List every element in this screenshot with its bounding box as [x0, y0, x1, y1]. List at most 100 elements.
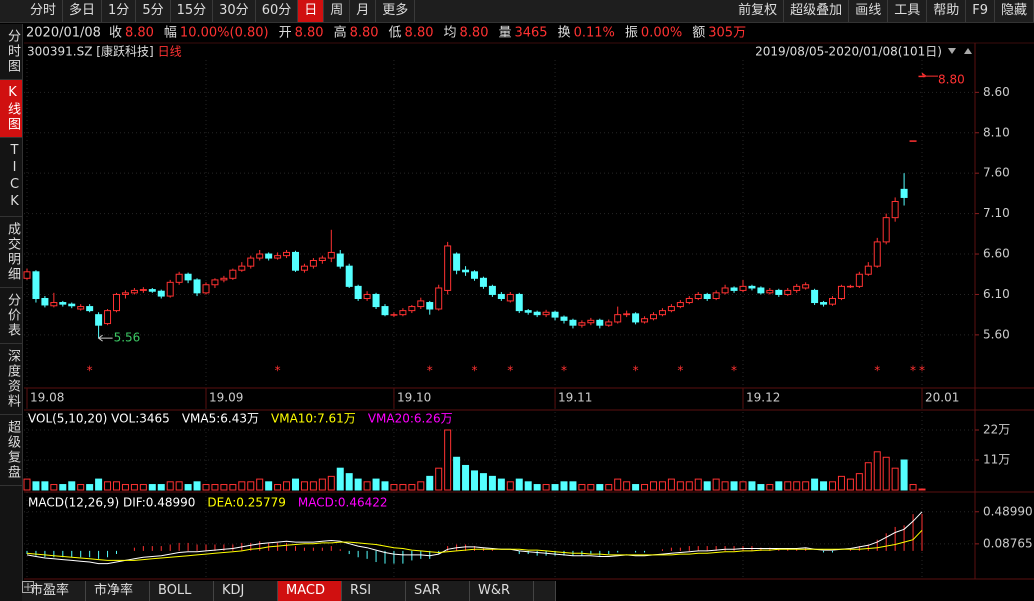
side-tab[interactable]: 超级复盘 [0, 415, 22, 486]
volume-bar [855, 473, 863, 491]
volume-bar [166, 481, 174, 491]
candle-body [444, 245, 452, 291]
indicator-header: VOL(5,10,20) VOL:3465 [28, 412, 170, 426]
side-tab[interactable]: 分时图 [0, 24, 22, 80]
candle-body [515, 293, 523, 312]
candle-body [811, 289, 819, 304]
toolbar-button[interactable]: 超级叠加 [784, 0, 850, 22]
indicator-tab[interactable]: KDJ [214, 581, 278, 601]
toolbar-button[interactable]: 画线 [849, 0, 889, 22]
toolbar-button[interactable]: 5分 [136, 0, 171, 22]
candle-body [372, 293, 380, 308]
candle-body [623, 313, 631, 316]
volume-bar [900, 459, 908, 491]
candle-body [220, 277, 228, 281]
info-value: 0.00% [641, 26, 682, 41]
candle-body [256, 253, 264, 259]
x-tick-label: 19.10 [397, 391, 431, 405]
volume-bar [605, 484, 613, 491]
candle-body [855, 273, 863, 287]
toolbar-button[interactable]: 工具 [888, 0, 928, 22]
candle-body [336, 253, 344, 267]
y-tick-label: 6.10 [983, 287, 1010, 301]
toolbar-button[interactable]: 更多 [376, 0, 416, 22]
volume-bar [157, 484, 165, 491]
toolbar-button[interactable]: 帮助 [927, 0, 967, 22]
candle-body [184, 273, 192, 281]
side-tab[interactable]: 分价表 [0, 288, 22, 344]
info-label: 收 [109, 26, 122, 41]
indicator-line [26, 529, 923, 561]
volume-bar [829, 481, 836, 491]
event-marker: * [910, 364, 916, 378]
indicator-tab[interactable]: BOLL [150, 581, 214, 601]
volume-bar [309, 481, 317, 491]
volume-bar [229, 484, 237, 491]
volume-bar [77, 484, 85, 491]
indicator-tab[interactable]: RSI [342, 581, 406, 601]
candle-body [193, 279, 201, 294]
toolbar-button[interactable]: 隐藏 [995, 0, 1034, 22]
toolbar-button[interactable]: 多日 [63, 0, 103, 22]
candle-body [918, 75, 926, 78]
volume-bar [587, 484, 595, 491]
side-tab[interactable]: 深度资料 [0, 344, 22, 415]
event-marker: * [731, 364, 737, 378]
indicator-tab[interactable]: 市盈率 [22, 581, 86, 601]
indicator-tab[interactable]: SAR [406, 581, 470, 601]
volume-bar [300, 481, 308, 491]
volume-bar [318, 478, 326, 491]
candle-body [533, 311, 541, 316]
event-marker: * [874, 364, 880, 378]
candle-body [327, 251, 335, 259]
volume-bar [748, 481, 756, 491]
toolbar-button[interactable]: 周 [324, 0, 351, 22]
volume-bar [479, 473, 487, 491]
candle-body [148, 289, 156, 292]
candle-body [703, 293, 711, 299]
volume-bar [435, 467, 443, 491]
candle-body [721, 287, 729, 294]
x-tick-label: 19.08 [30, 391, 64, 405]
info-label: 量 [498, 26, 511, 41]
candle-body [784, 289, 792, 295]
side-tab[interactable]: 成交明细 [0, 217, 22, 288]
period: 日线 [158, 45, 182, 59]
volume-bar [399, 484, 407, 491]
event-marker: * [427, 364, 433, 378]
toolbar-button[interactable]: 15分 [171, 0, 214, 22]
event-marker: * [507, 364, 513, 378]
candle-body [453, 253, 461, 271]
volume-bar [274, 484, 282, 491]
candle-body [730, 287, 738, 291]
volume-bar [811, 478, 819, 491]
candle-body [247, 257, 255, 267]
plus-box [22, 581, 34, 593]
volume-bar [712, 478, 720, 491]
y-tick-label: 5.60 [983, 327, 1010, 341]
info-value: 8.80 [125, 26, 154, 41]
candle-body [837, 285, 845, 299]
side-tab[interactable]: K线图 [0, 80, 22, 138]
toolbar-button[interactable]: 月 [350, 0, 377, 22]
toolbar-button[interactable]: F9 [966, 0, 995, 22]
toolbar-button[interactable]: 60分 [256, 0, 299, 22]
volume-bar [238, 481, 246, 491]
toolbar-button[interactable]: 分时 [24, 0, 64, 22]
indicator-tab[interactable]: 市净率 [86, 581, 150, 601]
indicator-header: MACD:0.46422 [298, 496, 388, 510]
toolbar-button[interactable]: 30分 [213, 0, 256, 22]
side-tab[interactable]: TICK [0, 138, 22, 217]
add-tab[interactable] [22, 581, 556, 601]
indicator-tab[interactable]: W&R [470, 581, 534, 601]
x-tick-label: 19.12 [746, 391, 780, 405]
candle-body [175, 273, 183, 283]
candle-body [712, 292, 720, 299]
toolbar-button[interactable]: 1分 [102, 0, 137, 22]
toolbar-button[interactable]: 日 [298, 0, 325, 22]
volume-bar [444, 429, 452, 491]
toolbar-button[interactable]: 前复权 [732, 0, 785, 22]
indicator-tab[interactable]: MACD [278, 581, 342, 601]
candle-body [300, 265, 308, 271]
volume-bar [873, 451, 881, 491]
